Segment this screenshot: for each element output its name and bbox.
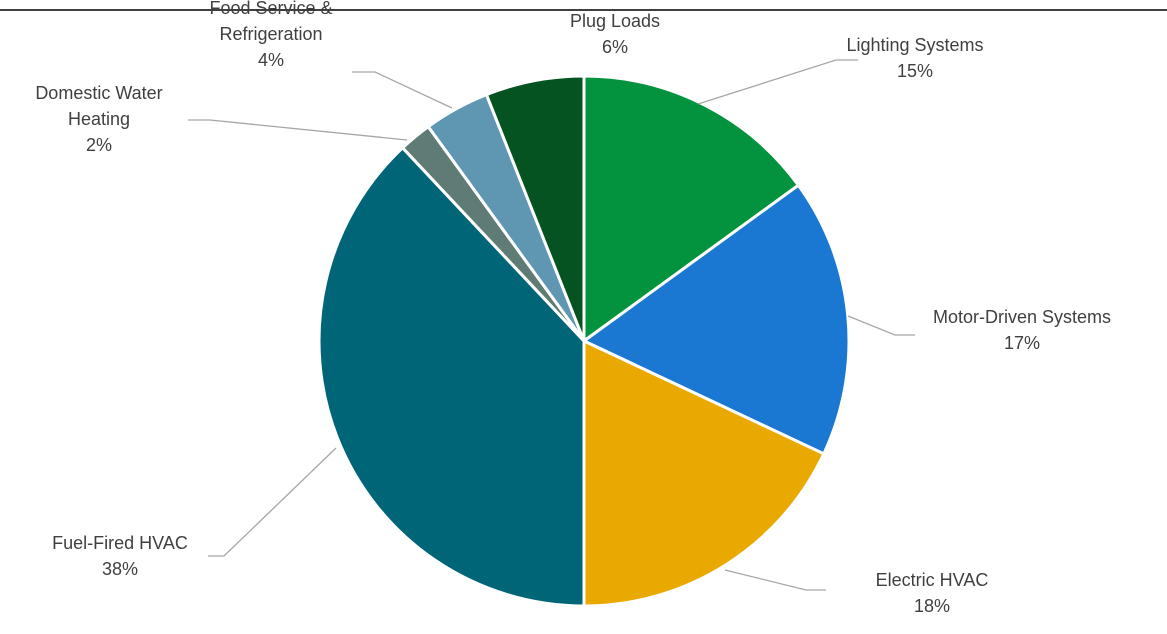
leader-line-fuel-fired-hvac (208, 447, 337, 557)
slice-label-food-service-refrigeration: Food Service & Refrigeration 4% (209, 0, 332, 70)
leader-lines (188, 59, 915, 591)
leader-line-domestic-water-heating (188, 119, 408, 141)
pie-slice-plug-loads (484, 74, 586, 342)
slice-labels: Lighting Systems 15% Motor-Driven Systems 1… (35, 0, 1111, 616)
slice-label-plug-loads: Plug Loads 6% (570, 11, 660, 57)
leader-line-lighting-systems (697, 59, 858, 105)
slice-label-electric-hvac: Electric HVAC 18% (876, 570, 989, 616)
slice-label-domestic-water-heating: Domestic Water Heating 2% (35, 83, 162, 155)
leader-line-electric-hvac (724, 569, 826, 591)
pie-slice-motor-driven-systems (581, 183, 851, 456)
pie-slice-electric-hvac (582, 338, 826, 608)
pie-slices (317, 74, 851, 608)
leader-line-motor-driven-systems (847, 315, 915, 336)
slice-label-lighting-systems: Lighting Systems 15% (846, 35, 983, 81)
pie-slice-lighting-systems (582, 74, 801, 344)
slice-label-motor-driven-systems: Motor-Driven Systems 17% (933, 307, 1111, 353)
pie-slice-fuel-fired-hvac (317, 145, 586, 608)
slice-label-fuel-fired-hvac: Fuel-Fired HVAC 38% (52, 533, 188, 579)
leader-line-food-service-refrigeration (352, 71, 453, 109)
